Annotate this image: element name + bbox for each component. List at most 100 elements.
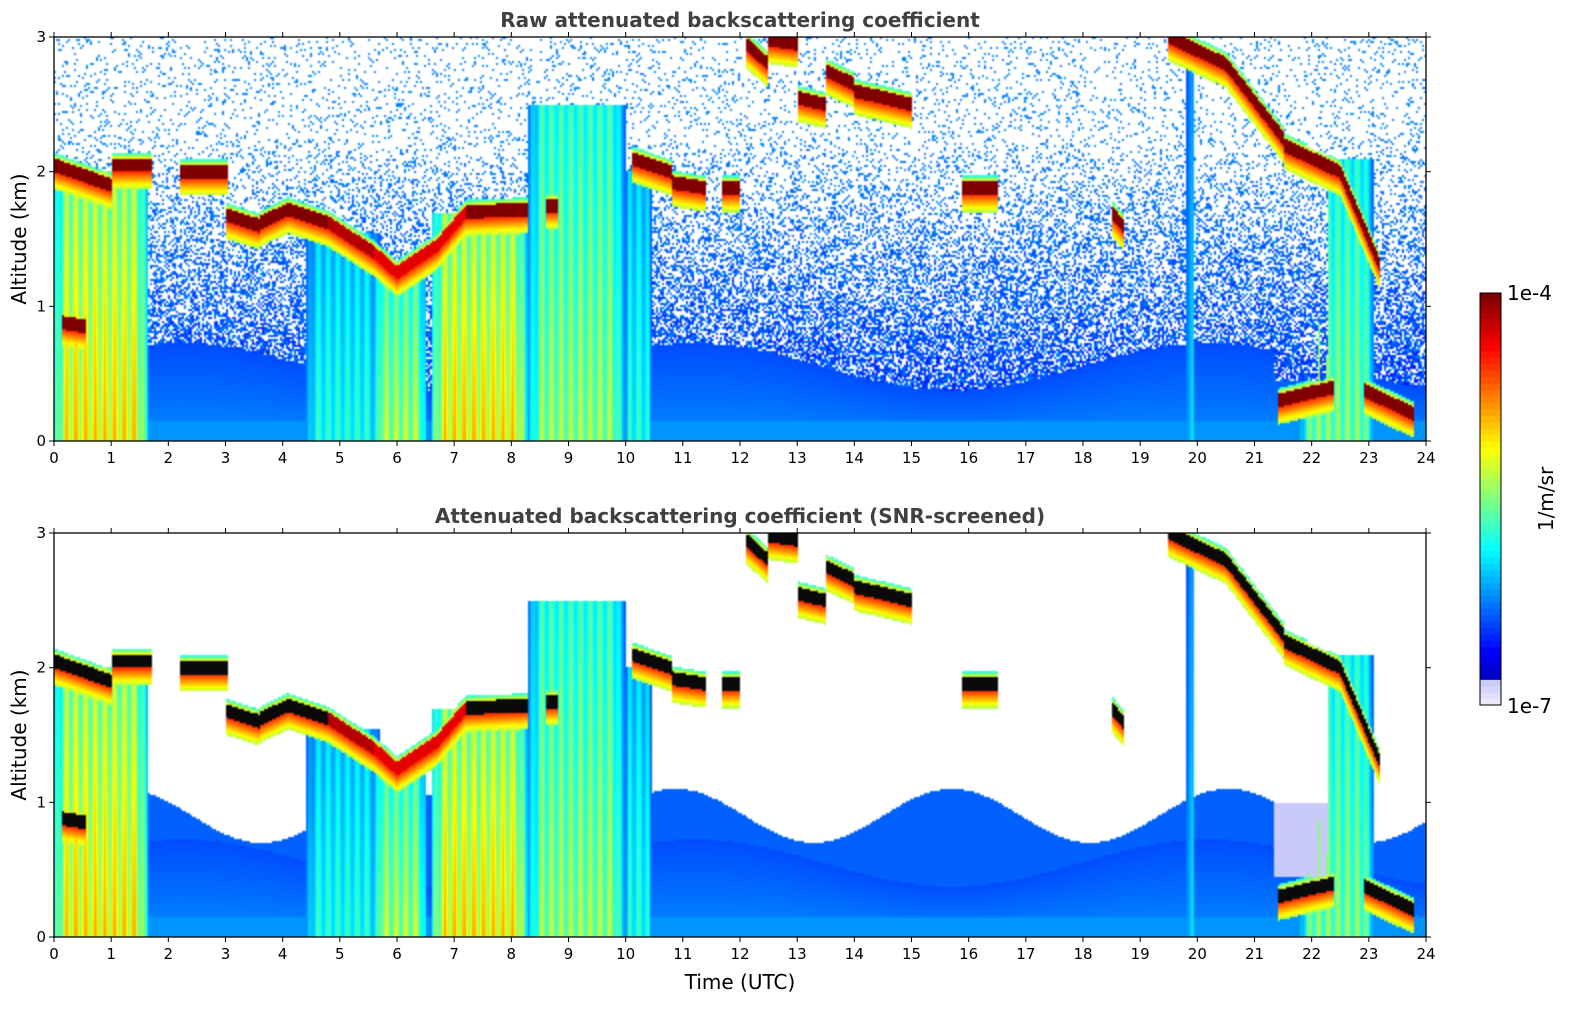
colorbar-step	[1480, 659, 1501, 667]
x-tick-label: 5	[335, 945, 345, 963]
colorbar-step	[1480, 576, 1501, 584]
y-tick-label: 3	[36, 28, 46, 46]
snr-screened-panel: Attenuated backscattering coefficient (S…	[7, 504, 1436, 994]
colorbar-step	[1480, 640, 1501, 648]
x-tick-label: 11	[673, 449, 692, 467]
y-axis-ticks: 0 1 2 3	[36, 524, 1431, 946]
x-tick-label: 19	[1131, 449, 1150, 467]
colorbar-step	[1480, 692, 1501, 700]
colorbar-step	[1480, 582, 1501, 590]
colorbar-frame	[1479, 292, 1502, 706]
colorbar-step	[1480, 441, 1501, 449]
colorbar-max-label: 1e-4	[1507, 281, 1552, 305]
x-axis-label: Time (UTC)	[684, 970, 796, 994]
colorbar-step	[1480, 679, 1501, 687]
colorbar-step	[1480, 473, 1501, 481]
heatmap-image	[54, 37, 1426, 441]
x-tick-label: 15	[902, 449, 921, 467]
x-tick-label: 21	[1245, 449, 1264, 467]
y-tick-label: 0	[36, 928, 46, 946]
colorbar-step	[1480, 350, 1501, 358]
colorbar-step	[1480, 492, 1501, 500]
x-tick-label: 3	[221, 449, 231, 467]
x-tick-label: 24	[1416, 945, 1435, 963]
colorbar-step	[1480, 305, 1501, 313]
y-axis-label: Altitude (km)	[7, 173, 31, 304]
x-tick-label: 13	[788, 449, 807, 467]
x-tick-label: 17	[1016, 945, 1035, 963]
colorbar-step	[1480, 376, 1501, 384]
colorbar-step	[1480, 666, 1501, 674]
x-tick-label: 4	[278, 945, 288, 963]
y-tick-label: 1	[36, 297, 46, 315]
x-tick-label: 18	[1073, 945, 1092, 963]
colorbar-step	[1480, 312, 1501, 320]
colorbar-step	[1480, 627, 1501, 635]
colorbar-step	[1480, 550, 1501, 558]
colorbar-step	[1480, 421, 1501, 429]
colorbar-step	[1480, 653, 1501, 661]
x-tick-label: 23	[1359, 945, 1378, 963]
colorbar-step	[1480, 447, 1501, 455]
x-tick-label: 0	[49, 945, 59, 963]
colorbar-step	[1480, 524, 1501, 532]
colorbar-step	[1480, 595, 1501, 603]
colorbar-label: 1/m/sr	[1534, 466, 1558, 531]
x-tick-label: 18	[1073, 449, 1092, 467]
x-tick-label: 8	[507, 449, 517, 467]
x-tick-label: 20	[1188, 945, 1207, 963]
x-tick-label: 0	[49, 449, 59, 467]
y-tick-label: 0	[36, 432, 46, 450]
colorbar-step	[1480, 672, 1501, 680]
colorbar-step	[1480, 589, 1501, 597]
x-tick-label: 24	[1416, 449, 1435, 467]
colorbar-step	[1480, 563, 1501, 571]
colorbar: 1e-4 1e-7 1/m/sr	[1479, 281, 1558, 718]
colorbar-step	[1480, 338, 1501, 346]
x-tick-label: 23	[1359, 449, 1378, 467]
panel-title: Raw attenuated backscattering coefficien…	[500, 8, 980, 32]
x-tick-label: 11	[673, 945, 692, 963]
colorbar-step	[1480, 518, 1501, 526]
x-tick-label: 3	[221, 945, 231, 963]
x-tick-label: 7	[449, 449, 459, 467]
colorbar-step	[1480, 383, 1501, 391]
y-axis-ticks: 0 1 2 3	[36, 28, 1431, 450]
colorbar-step	[1480, 569, 1501, 577]
x-tick-label: 16	[959, 945, 978, 963]
colorbar-step	[1480, 537, 1501, 545]
colorbar-step	[1480, 344, 1501, 352]
x-tick-label: 6	[392, 945, 402, 963]
colorbar-step	[1480, 505, 1501, 513]
x-tick-label: 14	[845, 449, 864, 467]
x-tick-label: 21	[1245, 945, 1264, 963]
colorbar-step	[1480, 389, 1501, 397]
colorbar-min-label: 1e-7	[1507, 694, 1552, 718]
x-tick-label: 1	[106, 945, 116, 963]
colorbar-step	[1480, 460, 1501, 468]
x-axis-ticks: 0 1 2 3 4 5 6 7 8 9 10 11 12 13 14 15 16 17 18 19 20 21 22 23 24	[49, 32, 1436, 467]
y-tick-label: 2	[36, 659, 46, 677]
x-tick-label: 17	[1016, 449, 1035, 467]
x-tick-label: 10	[616, 449, 635, 467]
y-axis-label: Altitude (km)	[7, 669, 31, 800]
x-axis-ticks: 0 1 2 3 4 5 6 7 8 9 10 11 12 13 14 15 16 17 18 19 20 21 22 23 24	[49, 528, 1436, 963]
x-tick-label: 12	[730, 945, 749, 963]
colorbar-step	[1480, 698, 1501, 706]
y-tick-label: 3	[36, 524, 46, 542]
colorbar-step	[1480, 299, 1501, 307]
x-tick-label: 22	[1302, 449, 1321, 467]
x-tick-label: 2	[164, 449, 174, 467]
x-tick-label: 10	[616, 945, 635, 963]
y-tick-label: 2	[36, 163, 46, 181]
colorbar-step	[1480, 363, 1501, 371]
colorbar-step	[1480, 402, 1501, 410]
colorbar-step	[1480, 428, 1501, 436]
colorbar-step	[1480, 325, 1501, 333]
x-tick-label: 19	[1131, 945, 1150, 963]
x-tick-label: 8	[507, 945, 517, 963]
colorbar-step	[1480, 466, 1501, 474]
colorbar-step	[1480, 685, 1501, 693]
x-tick-label: 6	[392, 449, 402, 467]
x-tick-label: 15	[902, 945, 921, 963]
